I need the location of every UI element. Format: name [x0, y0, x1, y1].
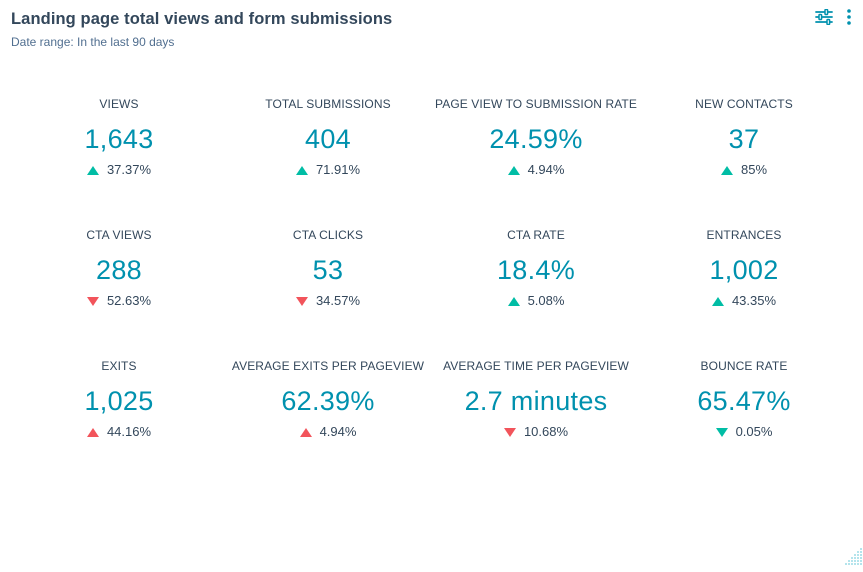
arrow-down-icon — [503, 427, 516, 437]
metric-change: 44.16% — [14, 424, 224, 440]
metric-views: VIEWS 1,643 37.37% — [14, 96, 224, 178]
metrics-row: EXITS 1,025 44.16% AVERAGE EXITS PER PAG… — [0, 358, 863, 489]
change-percent: 0.05% — [735, 424, 773, 439]
date-range-label: Date range: In the last 90 days — [11, 35, 175, 49]
change-percent: 85% — [740, 162, 768, 177]
arrow-up-icon — [720, 165, 733, 175]
metric-label: VIEWS — [99, 97, 139, 111]
metric-value: 37 — [728, 124, 760, 154]
metric-change: 4.94% — [223, 424, 433, 440]
change-percent: 4.94% — [319, 424, 357, 439]
metric-change: 34.57% — [223, 293, 433, 309]
metric-change: 52.63% — [14, 293, 224, 309]
metric-value: 1,025 — [84, 386, 154, 416]
metric-change: 4.94% — [431, 162, 641, 178]
vertical-dots-icon[interactable] — [847, 9, 851, 25]
metric-exits: EXITS 1,025 44.16% — [14, 358, 224, 440]
sliders-icon[interactable] — [815, 9, 833, 25]
arrow-up-icon — [711, 296, 724, 306]
metric-label: NEW CONTACTS — [695, 97, 793, 111]
metric-cta-rate: CTA RATE 18.4% 5.08% — [431, 227, 641, 309]
arrow-up-icon — [86, 427, 99, 437]
arrow-down-icon — [715, 427, 728, 437]
metric-bounce-rate: BOUNCE RATE 65.47% 0.05% — [639, 358, 849, 440]
change-percent: 37.37% — [106, 162, 152, 177]
metric-change: 37.37% — [14, 162, 224, 178]
metric-change: 0.05% — [639, 424, 849, 440]
report-actions — [815, 9, 851, 25]
arrow-up-icon — [507, 296, 520, 306]
metric-change: 5.08% — [431, 293, 641, 309]
metric-entrances: ENTRANCES 1,002 43.35% — [639, 227, 849, 309]
change-percent: 34.57% — [315, 293, 361, 308]
metric-average-exits-per-pageview: AVERAGE EXITS PER PAGEVIEW 62.39% 4.94% — [223, 358, 433, 440]
change-percent: 43.35% — [731, 293, 777, 308]
change-percent: 44.16% — [106, 424, 152, 439]
metric-average-time-per-pageview: AVERAGE TIME PER PAGEVIEW 2.7 minutes 10… — [431, 358, 641, 440]
metric-value: 24.59% — [489, 124, 583, 154]
change-percent: 4.94% — [527, 162, 565, 177]
arrow-up-icon — [86, 165, 99, 175]
metric-cta-views: CTA VIEWS 288 52.63% — [14, 227, 224, 309]
metric-label: AVERAGE EXITS PER PAGEVIEW — [231, 359, 425, 373]
metric-value: 2.7 minutes — [464, 386, 608, 416]
metric-page-view-to-submission-rate: PAGE VIEW TO SUBMISSION RATE 24.59% 4.94… — [431, 96, 641, 178]
metric-total-submissions: TOTAL SUBMISSIONS 404 71.91% — [223, 96, 433, 178]
metric-cta-clicks: CTA CLICKS 53 34.57% — [223, 227, 433, 309]
metric-label: PAGE VIEW TO SUBMISSION RATE — [435, 97, 637, 111]
arrow-up-icon — [295, 165, 308, 175]
metric-label: CTA VIEWS — [86, 228, 152, 242]
metric-label: ENTRANCES — [706, 228, 782, 242]
metric-label: AVERAGE TIME PER PAGEVIEW — [443, 359, 629, 373]
change-percent: 52.63% — [106, 293, 152, 308]
metric-new-contacts: NEW CONTACTS 37 85% — [639, 96, 849, 178]
arrow-up-icon — [507, 165, 520, 175]
resize-grip-icon[interactable] — [841, 545, 863, 567]
metric-label: EXITS — [101, 359, 137, 373]
metric-change: 10.68% — [431, 424, 641, 440]
metric-change: 71.91% — [223, 162, 433, 178]
metric-value: 1,002 — [709, 255, 779, 285]
metrics-grid: VIEWS 1,643 37.37% TOTAL SUBMISSIONS 404… — [0, 96, 863, 489]
report-title: Landing page total views and form submis… — [11, 10, 393, 28]
arrow-down-icon — [86, 296, 99, 306]
metrics-row: CTA VIEWS 288 52.63% CTA CLICKS 53 34.57… — [0, 227, 863, 358]
change-percent: 10.68% — [523, 424, 569, 439]
metric-value: 62.39% — [281, 386, 375, 416]
metric-value: 65.47% — [697, 386, 791, 416]
metric-value: 18.4% — [496, 255, 576, 285]
arrow-up-icon — [299, 427, 312, 437]
metric-label: BOUNCE RATE — [700, 359, 788, 373]
metric-label: CTA RATE — [507, 228, 565, 242]
metric-value: 288 — [96, 255, 142, 285]
metric-value: 53 — [312, 255, 344, 285]
change-percent: 71.91% — [315, 162, 361, 177]
metrics-row: VIEWS 1,643 37.37% TOTAL SUBMISSIONS 404… — [0, 96, 863, 227]
report-header: Landing page total views and form submis… — [11, 8, 863, 50]
metric-label: CTA CLICKS — [292, 228, 364, 242]
metric-value: 404 — [305, 124, 351, 154]
metric-label: TOTAL SUBMISSIONS — [265, 97, 391, 111]
metric-change: 43.35% — [639, 293, 849, 309]
arrow-down-icon — [295, 296, 308, 306]
metric-value: 1,643 — [84, 124, 154, 154]
metric-change: 85% — [639, 162, 849, 178]
change-percent: 5.08% — [527, 293, 565, 308]
